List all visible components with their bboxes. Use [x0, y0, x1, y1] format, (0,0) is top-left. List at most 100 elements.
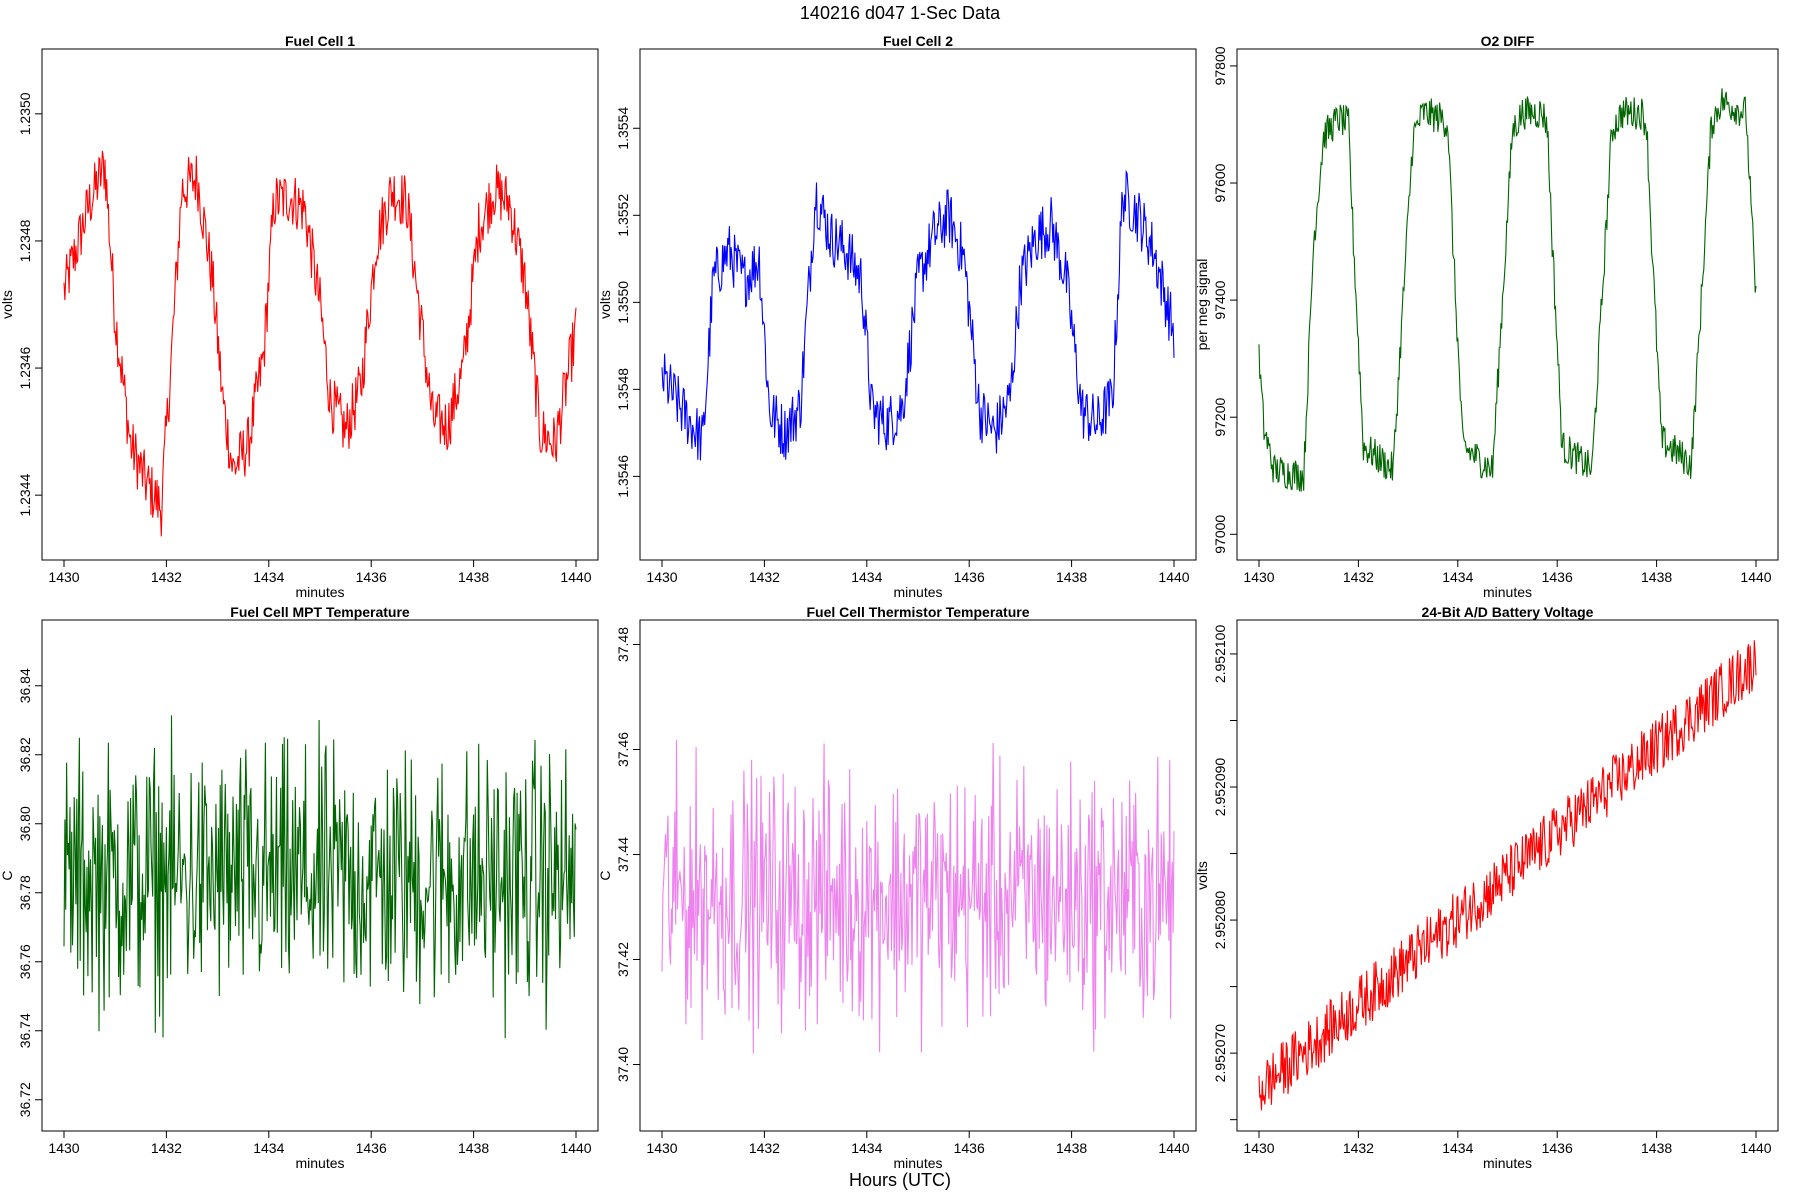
- x-tick-label: 1440: [1740, 1140, 1771, 1156]
- panel-title: 24-Bit A/D Battery Voltage: [1422, 604, 1594, 620]
- plot-frame: [41, 48, 599, 561]
- y-tick-label: 1.3548: [615, 368, 631, 411]
- y-axis-label: C: [597, 870, 613, 880]
- x-tick-label: 1432: [1343, 569, 1374, 585]
- y-tick-label: 37.46: [615, 732, 631, 767]
- y-axis-label: per meg signal: [1194, 259, 1210, 351]
- x-tick-label: 1434: [253, 1140, 284, 1156]
- x-tick-label: 1434: [1442, 569, 1473, 585]
- panel-title: Fuel Cell MPT Temperature: [230, 604, 410, 620]
- y-tick-label: 37.44: [615, 837, 631, 872]
- y-tick-label: 97000: [1212, 515, 1228, 554]
- y-tick-label: 37.48: [615, 627, 631, 662]
- x-tick-label: 1430: [48, 1140, 79, 1156]
- x-tick-label: 1432: [749, 1140, 780, 1156]
- x-axis-label: minutes: [1483, 1155, 1532, 1171]
- x-tick-label: 1430: [48, 569, 79, 585]
- x-tick-label: 1434: [851, 569, 882, 585]
- y-tick-label: 1.2350: [17, 92, 33, 135]
- y-tick-label: 97400: [1212, 280, 1228, 319]
- y-axis-label: volts: [597, 290, 613, 319]
- plot-frame: [639, 619, 1197, 1132]
- x-tick-label: 1440: [560, 1140, 591, 1156]
- x-axis-label: minutes: [1483, 584, 1532, 600]
- y-tick-label: 1.3554: [615, 107, 631, 150]
- x-tick-label: 1434: [1442, 1140, 1473, 1156]
- x-tick-label: 1438: [1641, 1140, 1672, 1156]
- y-tick-label: 2.952100: [1212, 625, 1228, 684]
- y-tick-label: 36.74: [17, 1013, 33, 1048]
- y-tick-label: 36.78: [17, 875, 33, 910]
- plot-frame: [1236, 619, 1779, 1132]
- series-line: [63, 715, 577, 1039]
- panel-title: Fuel Cell 1: [285, 33, 355, 49]
- series-line: [63, 150, 577, 537]
- x-tick-label: 1440: [560, 569, 591, 585]
- figure-title: 140216 d047 1-Sec Data: [799, 3, 1001, 23]
- series-line: [661, 740, 1175, 1054]
- y-axis-label: volts: [1194, 861, 1210, 890]
- series-line: [1258, 640, 1757, 1111]
- y-tick-label: 2.952080: [1212, 891, 1228, 950]
- x-tick-label: 1436: [1542, 569, 1573, 585]
- x-tick-label: 1432: [749, 569, 780, 585]
- panel-5: Fuel Cell Thermistor Temperature 1430 1432…: [597, 604, 1197, 1171]
- x-tick-label: 1432: [1343, 1140, 1374, 1156]
- plot-frame: [41, 619, 599, 1132]
- x-tick-label: 1430: [1243, 1140, 1274, 1156]
- x-tick-label: 1430: [646, 1140, 677, 1156]
- x-tick-label: 1434: [851, 1140, 882, 1156]
- panel-title: Fuel Cell Thermistor Temperature: [806, 604, 1029, 620]
- y-tick-label: 1.2344: [17, 474, 33, 517]
- figure-x-caption: Hours (UTC): [849, 1170, 951, 1190]
- series-line: [661, 169, 1175, 461]
- panel-4: Fuel Cell MPT Temperature 1430 1432 1434 143…: [0, 604, 599, 1171]
- series-line: [1258, 88, 1757, 492]
- y-tick-label: 36.82: [17, 737, 33, 772]
- x-tick-label: 1430: [646, 569, 677, 585]
- x-tick-label: 1436: [954, 569, 985, 585]
- x-tick-label: 1440: [1158, 569, 1189, 585]
- x-tick-label: 1432: [151, 1140, 182, 1156]
- x-axis-label: minutes: [295, 584, 344, 600]
- y-tick-label: 36.76: [17, 944, 33, 979]
- x-tick-label: 1438: [458, 569, 489, 585]
- y-tick-label: 37.42: [615, 942, 631, 977]
- y-tick-label: 2.952070: [1212, 1024, 1228, 1083]
- plot-frame: [1236, 48, 1779, 561]
- y-axis-label: volts: [0, 290, 15, 319]
- y-tick-label: 2.952090: [1212, 758, 1228, 817]
- y-tick-label: 97800: [1212, 46, 1228, 85]
- x-axis-label: minutes: [893, 1155, 942, 1171]
- x-tick-label: 1430: [1243, 569, 1274, 585]
- x-axis-label: minutes: [893, 584, 942, 600]
- x-tick-label: 1438: [1641, 569, 1672, 585]
- x-tick-label: 1438: [1056, 569, 1087, 585]
- panel-title: Fuel Cell 2: [883, 33, 953, 49]
- y-tick-label: 1.3552: [615, 194, 631, 237]
- x-tick-label: 1434: [253, 569, 284, 585]
- y-tick-label: 36.72: [17, 1082, 33, 1117]
- y-tick-label: 97600: [1212, 163, 1228, 202]
- panel-title: O2 DIFF: [1481, 33, 1535, 49]
- y-tick-label: 36.80: [17, 806, 33, 841]
- x-tick-label: 1436: [356, 569, 387, 585]
- x-tick-label: 1440: [1158, 1140, 1189, 1156]
- y-tick-label: 37.40: [615, 1047, 631, 1082]
- panel-6: 24-Bit A/D Battery Voltage 1430 1432 1434 14…: [1194, 604, 1779, 1171]
- panel-3: O2 DIFF 1430 1432 1434 1436 1438 1440 minutes 97…: [1194, 33, 1779, 600]
- x-tick-label: 1438: [1056, 1140, 1087, 1156]
- x-tick-label: 1436: [1542, 1140, 1573, 1156]
- x-tick-label: 1432: [151, 569, 182, 585]
- y-tick-label: 1.2348: [17, 219, 33, 262]
- y-tick-label: 1.3550: [615, 281, 631, 324]
- x-axis-label: minutes: [295, 1155, 344, 1171]
- y-axis-label: C: [0, 870, 15, 880]
- panel-1: Fuel Cell 1 1430 1432 1434 1436 1438 1440 minut…: [0, 33, 599, 600]
- y-tick-label: 1.2346: [17, 346, 33, 389]
- y-tick-label: 1.3546: [615, 455, 631, 498]
- x-tick-label: 1440: [1740, 569, 1771, 585]
- x-tick-label: 1438: [458, 1140, 489, 1156]
- plot-frame: [639, 48, 1197, 561]
